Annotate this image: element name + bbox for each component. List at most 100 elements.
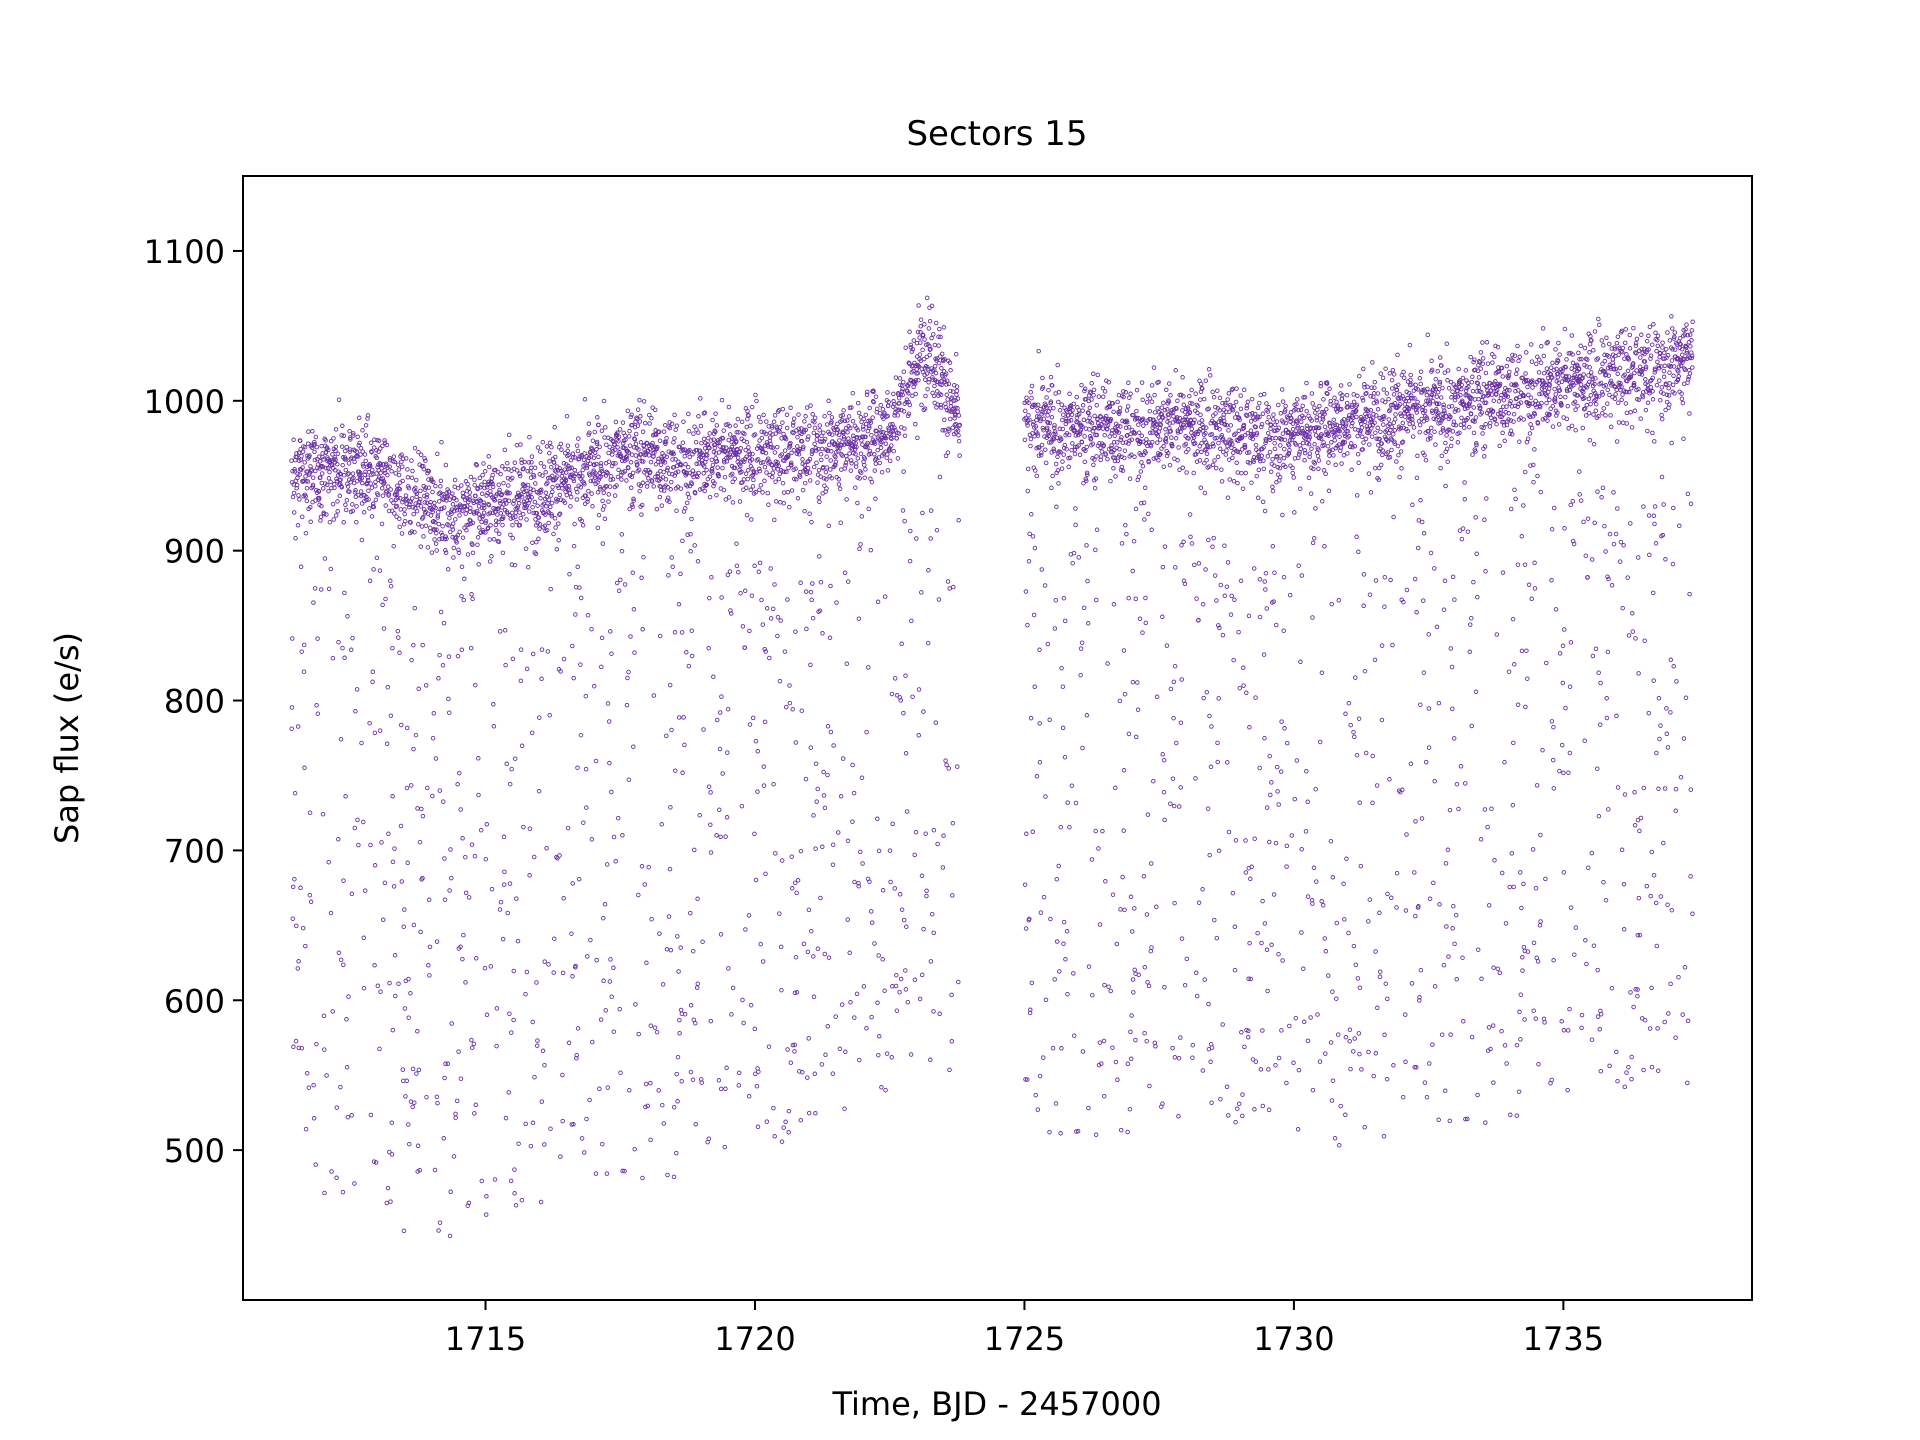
data-point [585, 954, 590, 959]
data-point [440, 496, 445, 501]
data-point [626, 465, 631, 471]
data-point [619, 532, 625, 537]
data-point [402, 907, 407, 912]
data-point [484, 1194, 489, 1199]
data-point [558, 669, 563, 674]
data-point [692, 543, 697, 548]
data-point [557, 512, 562, 517]
data-point [432, 1167, 438, 1173]
data-point [432, 500, 437, 506]
data-point [568, 457, 574, 463]
data-point [680, 440, 686, 445]
data-point [546, 520, 551, 526]
data-point [443, 1061, 448, 1067]
data-point [583, 766, 589, 772]
data-point [338, 477, 343, 482]
data-point [499, 491, 505, 497]
data-point [525, 468, 531, 474]
data-point [400, 499, 405, 505]
data-point [388, 1199, 393, 1204]
data-point [571, 478, 577, 484]
data-point [685, 464, 691, 470]
data-point [337, 481, 343, 487]
data-point [367, 578, 373, 584]
data-point [606, 719, 612, 724]
data-point [450, 502, 456, 507]
data-point [502, 447, 508, 453]
data-point [708, 1018, 714, 1024]
data-point [615, 815, 621, 821]
data-point [707, 595, 712, 601]
data-point [688, 531, 693, 537]
data-point [682, 447, 688, 452]
data-point [648, 1137, 653, 1143]
data-point [682, 1011, 688, 1017]
data-point [366, 488, 371, 493]
data-point [511, 968, 517, 974]
data-point [373, 1160, 379, 1165]
data-point [517, 510, 522, 515]
data-point [625, 675, 630, 681]
data-point [596, 512, 602, 518]
data-point [455, 485, 461, 491]
data-point [414, 508, 420, 514]
data-point [440, 663, 446, 668]
data-point [690, 948, 696, 954]
data-point [693, 1122, 698, 1127]
data-point [562, 500, 568, 505]
data-point [517, 471, 522, 476]
data-point [584, 1116, 589, 1122]
data-point [573, 612, 578, 617]
data-point [465, 481, 470, 487]
data-point [303, 1126, 309, 1132]
data-point [412, 1100, 417, 1105]
data-point [614, 483, 619, 488]
data-point [508, 532, 513, 538]
data-point [549, 500, 555, 506]
data-point [487, 559, 493, 564]
data-point [644, 440, 649, 446]
data-point [511, 1017, 516, 1023]
data-point [513, 514, 518, 519]
data-point [610, 461, 616, 466]
data-point [653, 432, 659, 438]
data-point [361, 510, 367, 515]
data-point [613, 461, 618, 466]
data-point [378, 989, 383, 994]
data-point [607, 484, 613, 489]
data-point [582, 481, 587, 487]
data-point [373, 483, 378, 489]
data-point [690, 1077, 696, 1082]
data-point [669, 479, 674, 485]
data-point [542, 1062, 547, 1068]
data-point [408, 783, 414, 788]
data-point [702, 410, 708, 415]
data-point [404, 785, 410, 791]
data-point [293, 1038, 299, 1044]
data-point [301, 642, 307, 648]
data-point [410, 468, 415, 474]
data-point [631, 498, 636, 503]
data-point [616, 438, 621, 444]
data-point [343, 507, 349, 513]
data-point [460, 836, 465, 841]
data-point [617, 1006, 622, 1012]
data-point [546, 962, 551, 967]
data-point [620, 833, 625, 838]
data-point [299, 649, 304, 654]
data-point [379, 840, 384, 845]
data-point [350, 502, 355, 507]
data-point [519, 743, 525, 749]
data-point [297, 497, 302, 502]
data-point [419, 806, 424, 812]
data-point [321, 486, 326, 491]
data-point [601, 398, 607, 404]
data-point [543, 470, 548, 475]
data-point [566, 452, 571, 458]
data-point [492, 497, 498, 503]
data-point [709, 575, 714, 580]
data-point [412, 605, 418, 611]
data-point [476, 562, 481, 567]
data-point [486, 502, 491, 507]
data-point [641, 459, 646, 464]
